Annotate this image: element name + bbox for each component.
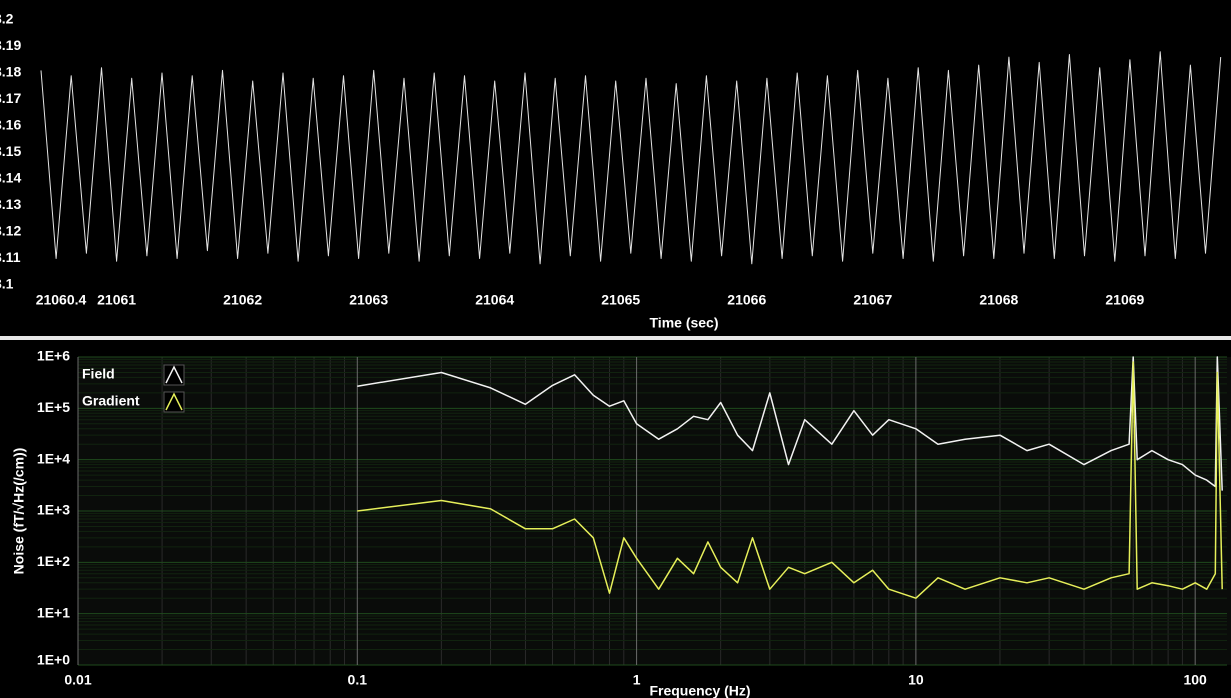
data-line [40,51,1222,265]
x-tick-label: 21066 [727,292,766,308]
legend-swatch [165,365,183,384]
x-tick-label: 21063 [349,292,388,308]
y-tick-label: 3.2 [0,11,14,27]
x-tick-label: 21065 [601,292,640,308]
x-tick-label: 21062 [223,292,262,308]
y-axis-label: Noise (fT/√Hz(/cm)) [11,448,27,575]
legend-swatch [165,392,183,411]
y-tick-label: 3.17 [0,90,21,106]
x-tick-label: 0.01 [64,672,91,688]
y-tick-label: 1E+3 [37,502,70,518]
y-tick-label: 1E+5 [37,399,70,415]
y-tick-label: 1E+1 [37,604,70,620]
x-tick-label: 21067 [853,292,892,308]
legend-label: Field [82,366,115,382]
legend-label: Gradient [82,393,140,409]
legend-swatch-box [163,364,185,386]
y-tick-label: 3.15 [0,143,21,159]
y-tick-label: 1E+4 [37,450,70,466]
y-tick-label: 3.19 [0,37,21,53]
x-axis-label: Frequency (Hz) [649,683,750,698]
y-tick-label: 1E+6 [37,348,70,364]
divider [0,336,1231,340]
x-tick-label: 10 [908,672,924,688]
y-tick-label: 3.14 [0,170,21,186]
y-tick-label: 1E+0 [37,652,70,668]
y-tick-label: 3.11 [0,249,21,265]
y-tick-label: 3.12 [0,223,21,239]
x-axis-label: Time (sec) [650,315,719,331]
data-line [357,361,1223,599]
y-tick-label: 3.18 [0,64,21,80]
y-tick-label: 3.13 [0,196,21,212]
x-tick-label: 21068 [979,292,1018,308]
legend-swatch-box [163,391,185,413]
x-tick-label: 21061 [97,292,136,308]
y-tick-label: 3.1 [0,276,14,292]
y-tick-label: 3.16 [0,117,21,133]
x-tick-label: 100 [1183,672,1207,688]
y-tick-label: 1E+2 [37,553,70,569]
x-tick-label: 21064 [475,292,514,308]
x-tick-label: 0.1 [348,672,368,688]
x-tick-label: 1 [633,672,641,688]
data-line [357,356,1223,491]
x-tick-label: 21060.4 [36,292,87,308]
x-tick-label: 21069 [1105,292,1144,308]
